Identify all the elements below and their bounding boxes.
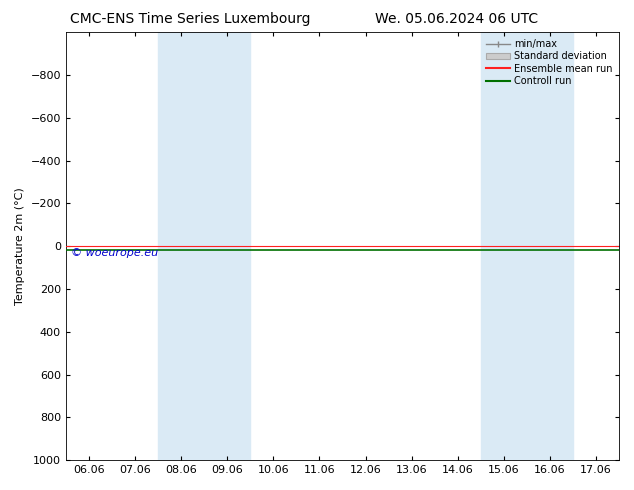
Text: © woeurope.eu: © woeurope.eu [72, 247, 158, 258]
Y-axis label: Temperature 2m (°C): Temperature 2m (°C) [15, 187, 25, 305]
Legend: min/max, Standard deviation, Ensemble mean run, Controll run: min/max, Standard deviation, Ensemble me… [482, 35, 616, 90]
Bar [158, 32, 250, 460]
Text: CMC-ENS Time Series Luxembourg: CMC-ENS Time Series Luxembourg [70, 12, 311, 26]
Text: We. 05.06.2024 06 UTC: We. 05.06.2024 06 UTC [375, 12, 538, 26]
Bar [481, 32, 573, 460]
